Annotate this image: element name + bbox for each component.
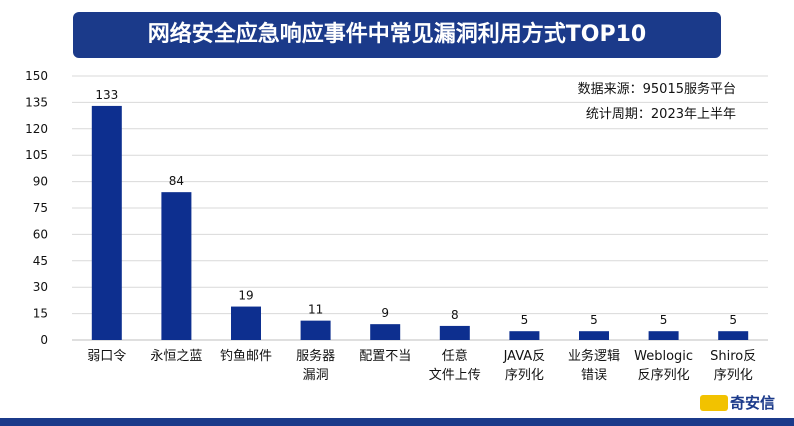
chart-title: 网络安全应急响应事件中常见漏洞利用方式TOP10	[147, 22, 647, 47]
x-tick-label: 服务器	[296, 348, 335, 364]
logo-text: 奇安信	[730, 394, 776, 412]
y-tick-label: 105	[25, 148, 48, 162]
x-tick-label: Weblogic	[634, 349, 693, 364]
period-note: 统计周期：2023年上半年	[585, 107, 736, 122]
x-tick-label: 序列化	[714, 368, 753, 383]
y-tick-label: 90	[33, 175, 48, 189]
bar-value-label: 5	[590, 313, 598, 327]
bar-value-label: 5	[660, 313, 668, 327]
bar	[91, 105, 122, 340]
bar-value-label: 11	[308, 303, 323, 317]
bar-value-label: 5	[729, 313, 737, 327]
x-tick-label: 序列化	[505, 368, 544, 383]
bottom-band	[0, 418, 794, 426]
qianxin-logo: 奇安信	[700, 392, 775, 413]
x-tick-label: 钓鱼邮件	[220, 348, 272, 364]
x-tick-label: 任意	[442, 348, 468, 364]
x-tick-label: 弱口令	[87, 349, 126, 364]
bar	[718, 331, 749, 340]
y-tick-label: 0	[40, 333, 48, 347]
x-tick-label: 反序列化	[638, 368, 690, 383]
x-tick-label: 业务逻辑	[568, 348, 620, 364]
bar-value-label: 133	[95, 88, 118, 102]
bar	[648, 331, 679, 340]
bar	[300, 320, 331, 340]
bar	[161, 192, 192, 340]
y-tick-label: 30	[33, 280, 48, 294]
x-tick-label: 文件上传	[429, 368, 481, 383]
logo-badge-icon	[700, 394, 728, 411]
y-tick-label: 60	[33, 227, 48, 241]
x-tick-label: 永恒之蓝	[150, 349, 202, 364]
bar-value-label: 8	[451, 308, 459, 322]
x-tick-label: Shiro反	[710, 349, 756, 364]
bar-value-label: 19	[238, 289, 253, 303]
x-tick-label: 配置不当	[359, 349, 411, 364]
bar-value-label: 84	[169, 174, 184, 188]
y-tick-label: 75	[33, 201, 48, 215]
y-tick-label: 15	[33, 307, 48, 321]
y-tick-label: 150	[25, 69, 48, 83]
bar-value-label: 9	[381, 306, 389, 320]
data-source-note: 数据来源：95015服务平台	[577, 82, 736, 97]
x-tick-label: JAVA反	[503, 349, 546, 364]
x-tick-label: 漏洞	[303, 367, 329, 383]
y-tick-label: 120	[25, 122, 48, 136]
bar	[370, 324, 401, 340]
bar-value-label: 5	[521, 313, 529, 327]
y-tick-label: 135	[25, 95, 48, 109]
bar	[579, 331, 609, 340]
bar	[439, 325, 470, 340]
y-tick-label: 45	[33, 254, 48, 268]
bar	[231, 306, 261, 340]
bar	[509, 331, 540, 340]
x-tick-label: 错误	[581, 368, 607, 383]
chart-title-banner: 网络安全应急响应事件中常见漏洞利用方式TOP10	[73, 12, 721, 58]
